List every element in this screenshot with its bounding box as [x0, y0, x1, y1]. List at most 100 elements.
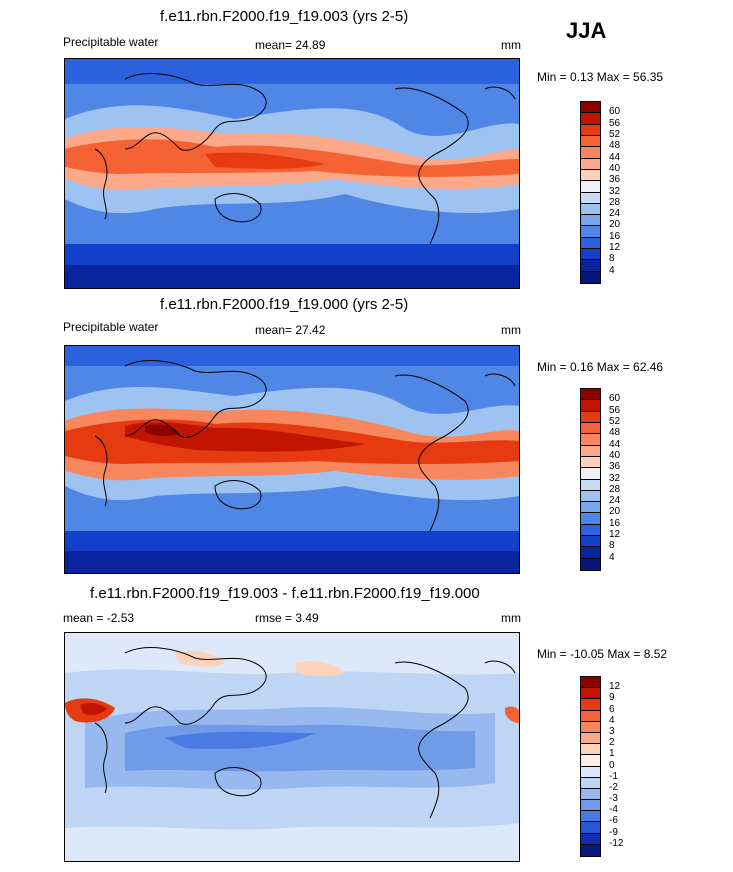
colorbar-tick-label: 4 — [609, 551, 615, 563]
panel-1-variable-label: Precipitable water — [63, 35, 159, 49]
colorbar-tick-label: 28 — [609, 196, 621, 208]
colorbar-swatch — [581, 434, 600, 446]
panel-2-title: f.e11.rbn.F2000.f19_f19.000 (yrs 2-5) — [160, 296, 409, 313]
colorbar-tick-label: -12 — [609, 837, 624, 849]
panel-3-rmse-label: rmse = 3.49 — [255, 611, 319, 625]
colorbar-swatch — [581, 389, 600, 401]
colorbar-tick-label: 60 — [609, 106, 621, 118]
panel-3-title: f.e11.rbn.F2000.f19_f19.003 - f.e11.rbn.… — [90, 585, 480, 602]
panel-3-map-plot — [65, 633, 519, 861]
colorbar-swatch — [581, 411, 600, 423]
colorbar-tick-label: 32 — [609, 472, 621, 484]
colorbar-swatch — [581, 677, 600, 689]
colorbar-swatch — [581, 490, 600, 503]
colorbar-tick-label: 24 — [609, 495, 621, 507]
colorbar-tick-label: -3 — [609, 793, 618, 805]
colorbar-tick-label: 36 — [609, 461, 621, 473]
colorbar-tick-label: 4 — [609, 714, 615, 726]
colorbar-swatch — [581, 400, 600, 412]
panel-1-map — [64, 58, 520, 289]
colorbar-swatch — [581, 422, 600, 435]
colorbar-swatch — [581, 732, 600, 745]
panel-2-units-label: mm — [501, 323, 521, 337]
colorbar-tick-label: -1 — [609, 770, 618, 782]
panel-1-colorbar — [580, 101, 601, 284]
panel-2-variable-label: Precipitable water — [63, 320, 159, 334]
colorbar-tick-label: 12 — [609, 242, 621, 254]
colorbar-tick-label: 20 — [609, 506, 621, 518]
colorbar-swatch — [581, 811, 600, 823]
panel-2-minmax-label: Min = 0.16 Max = 62.46 — [537, 360, 664, 374]
colorbar-swatch — [581, 800, 600, 812]
colorbar-tick-label: 24 — [609, 208, 621, 220]
season-label: JJA — [566, 18, 607, 43]
colorbar-swatch — [581, 260, 600, 272]
colorbar-swatch — [581, 721, 600, 733]
panel-2-mean-label: mean= 27.42 — [255, 323, 326, 337]
colorbar-tick-label: 40 — [609, 162, 621, 174]
panel-1-map-plot — [65, 59, 519, 288]
colorbar-swatch — [581, 502, 600, 514]
colorbar-swatch — [581, 688, 600, 700]
colorbar-tick-label: 16 — [609, 517, 621, 529]
colorbar-swatch — [581, 755, 600, 767]
colorbar-swatch — [581, 468, 600, 480]
colorbar-tick-label: 40 — [609, 449, 621, 461]
colorbar-tick-label: 20 — [609, 219, 621, 231]
panel-2-map-plot — [65, 346, 519, 573]
colorbar-swatch — [581, 822, 600, 834]
colorbar-tick-label: 44 — [609, 151, 621, 163]
colorbar-swatch — [581, 102, 600, 114]
panel-2-colorbar — [580, 388, 601, 571]
colorbar-swatch — [581, 113, 600, 125]
colorbar-swatch — [581, 699, 600, 711]
colorbar-swatch — [581, 524, 600, 537]
panel-1-mean-label: mean= 24.89 — [255, 38, 326, 52]
colorbar-tick-label: -4 — [609, 804, 618, 816]
colorbar-swatch — [581, 777, 600, 789]
colorbar-tick-label: 52 — [609, 415, 621, 427]
colorbar-tick-label: 56 — [609, 117, 621, 129]
colorbar-swatch — [581, 237, 600, 250]
colorbar-tick-label: -6 — [609, 815, 618, 827]
colorbar-swatch — [581, 135, 600, 148]
panel-3-minmax-label: Min = -10.05 Max = 8.52 — [537, 647, 668, 661]
colorbar-swatch — [581, 271, 600, 283]
colorbar-swatch — [581, 124, 600, 136]
colorbar-swatch — [581, 203, 600, 216]
colorbar-tick-label: 2 — [609, 737, 615, 749]
colorbar-swatch — [581, 744, 600, 756]
colorbar-swatch — [581, 445, 600, 457]
colorbar-tick-label: 32 — [609, 185, 621, 197]
colorbar-tick-label: 9 — [609, 692, 615, 704]
colorbar-swatch — [581, 766, 600, 778]
colorbar-swatch — [581, 833, 600, 845]
colorbar-tick-label: 48 — [609, 427, 621, 439]
colorbar-swatch — [581, 479, 600, 491]
colorbar-swatch — [581, 710, 600, 722]
colorbar-swatch — [581, 158, 600, 170]
colorbar-tick-label: -2 — [609, 781, 618, 793]
panel-1-title: f.e11.rbn.F2000.f19_f19.003 (yrs 2-5) — [160, 8, 409, 25]
panel-3-map — [64, 632, 520, 862]
colorbar-tick-label: 8 — [609, 540, 615, 552]
panel-1-units-label: mm — [501, 38, 521, 52]
colorbar-swatch — [581, 249, 600, 261]
colorbar-swatch — [581, 844, 600, 856]
panel-2-map — [64, 345, 520, 574]
colorbar-tick-label: 44 — [609, 438, 621, 450]
colorbar-swatch — [581, 558, 600, 570]
colorbar-swatch — [581, 181, 600, 193]
colorbar-swatch — [581, 226, 600, 238]
colorbar-tick-label: 4 — [609, 264, 615, 276]
panel-3-colorbar — [580, 676, 601, 857]
colorbar-tick-label: 28 — [609, 483, 621, 495]
colorbar-tick-label: 3 — [609, 725, 615, 737]
colorbar-tick-label: 52 — [609, 128, 621, 140]
colorbar-swatch — [581, 536, 600, 548]
panel-3-mean-label: mean = -2.53 — [63, 611, 135, 625]
colorbar-swatch — [581, 788, 600, 801]
panel-3-units-label: mm — [501, 611, 521, 625]
colorbar-tick-label: 56 — [609, 404, 621, 416]
colorbar-swatch — [581, 147, 600, 159]
